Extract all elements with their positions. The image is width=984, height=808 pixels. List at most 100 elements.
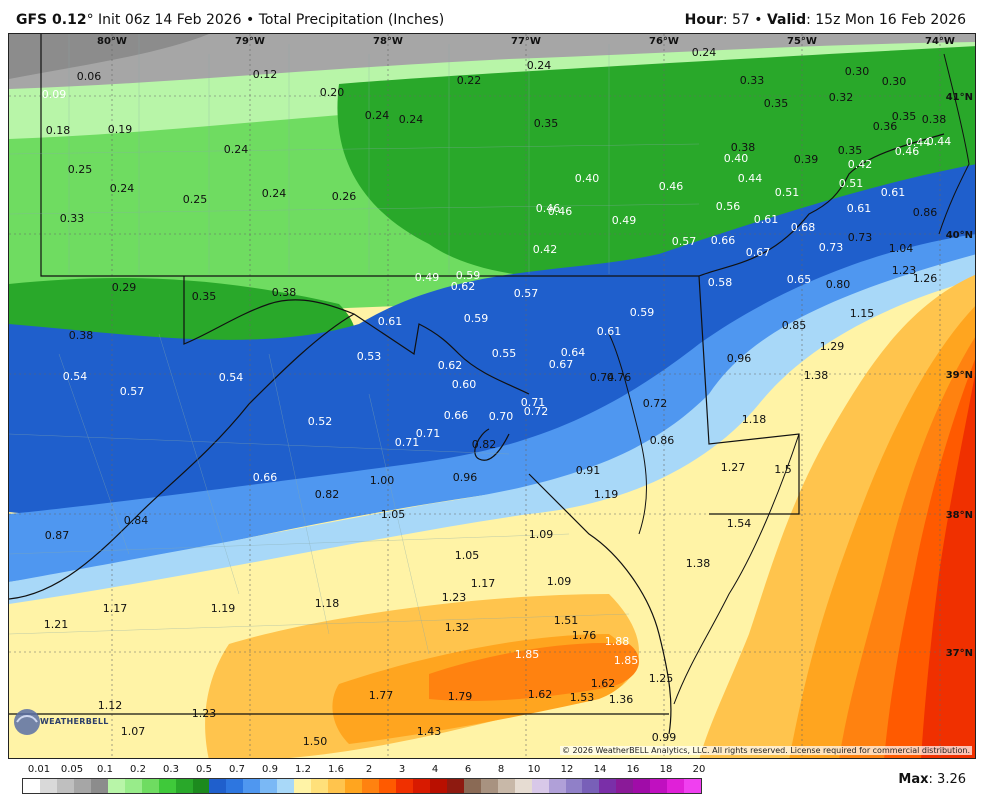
legend-tick: 0.01 (27, 764, 51, 775)
legend-swatch (514, 779, 532, 793)
legend-swatch (56, 779, 74, 793)
value-label: 1.26 (913, 272, 938, 285)
value-label: 1.32 (445, 621, 470, 634)
value-label: 0.19 (108, 123, 133, 136)
legend-tick: 0.1 (97, 764, 113, 775)
legend-swatch (23, 779, 40, 793)
lon-label: 74°W (925, 36, 955, 47)
legend-tick: 0.05 (60, 764, 84, 775)
value-label: 0.49 (612, 214, 637, 227)
value-label: 0.67 (549, 358, 574, 371)
value-label: 0.46 (536, 202, 561, 215)
value-label: 0.06 (77, 70, 102, 83)
value-label: 0.40 (724, 152, 749, 165)
value-label: 1.19 (211, 602, 236, 615)
legend-tick: 3 (398, 764, 406, 775)
model-name: GFS 0.12 (16, 12, 87, 28)
logo-globe-icon (14, 709, 40, 735)
logo-text: WEATHERBELL (40, 717, 109, 726)
shade-blue-light (9, 254, 975, 604)
value-label: 1.23 (442, 591, 467, 604)
value-label: 0.71 (521, 396, 546, 409)
value-label: 1.88 (605, 635, 630, 648)
legend-swatch (565, 779, 583, 793)
value-label: 1.09 (547, 575, 572, 588)
lat-label: 39°N (946, 370, 973, 381)
precipitation-map[interactable]: 0.06 0.09 0.12 0.20 0.22 0.24 0.24 0.33 … (8, 33, 976, 759)
value-label: 0.42 (533, 243, 558, 256)
legend-swatch (429, 779, 447, 793)
value-label: 0.29 (112, 281, 137, 294)
max-value: Max: 3.26 (898, 772, 966, 787)
lat-label: 41°N (946, 92, 973, 103)
value-label: 0.61 (378, 315, 403, 328)
legend-swatch (599, 779, 617, 793)
value-label: 1.25 (649, 672, 674, 685)
legend-swatch (684, 779, 702, 793)
value-label: 0.44 (927, 135, 952, 148)
value-label: 0.84 (124, 514, 149, 527)
value-label: 0.73 (819, 241, 844, 254)
value-label: 0.24 (262, 187, 287, 200)
value-label: 0.51 (839, 177, 864, 190)
legend-swatch (616, 779, 634, 793)
value-label: 1.04 (889, 242, 914, 255)
value-label: 0.66 (444, 409, 469, 422)
copyright-notice: © 2026 WeatherBELL Analytics, LLC. All r… (560, 746, 972, 755)
value-label: 1.17 (471, 577, 496, 590)
latitude-labels: 41°N 40°N 39°N 38°N 37°N (946, 92, 973, 659)
value-label: 0.33 (60, 212, 85, 225)
legend-swatch (548, 779, 566, 793)
value-label: 0.66 (711, 234, 736, 247)
legend-tick: 18 (659, 764, 673, 775)
hour-value: : 57 • (722, 12, 767, 28)
legend-tick: 20 (692, 764, 706, 775)
legend-swatch (446, 779, 464, 793)
value-label: 0.38 (922, 113, 947, 126)
value-label: 0.86 (913, 206, 938, 219)
legend-swatch (650, 779, 668, 793)
legend-tick: 6 (464, 764, 472, 775)
legend-swatch (209, 779, 227, 793)
legend-swatch (480, 779, 498, 793)
legend-swatch (379, 779, 396, 793)
legend-tick: 0.2 (130, 764, 146, 775)
value-label: 1.85 (614, 654, 639, 667)
value-label: 1.23 (892, 264, 917, 277)
degree-symbol: ° (86, 12, 94, 28)
value-label: 0.24 (527, 59, 552, 72)
value-label: 0.87 (45, 529, 70, 542)
lon-label: 77°W (511, 36, 541, 47)
value-label: 0.60 (452, 378, 477, 391)
value-label: 0.82 (315, 488, 340, 501)
valid-time: Hour: 57 • Valid: 15z Mon 16 Feb 2026 (685, 12, 966, 28)
value-label: 0.35 (764, 97, 789, 110)
value-label: 0.46 (895, 145, 920, 158)
value-label: 0.52 (308, 415, 333, 428)
value-label: 0.70 (489, 410, 514, 423)
legend-swatch (328, 779, 346, 793)
color-legend: 0.01 0.05 0.1 0.2 0.3 0.5 0.7 0.9 1.2 1.… (22, 764, 705, 794)
value-label: 1.77 (369, 689, 394, 702)
value-label: 0.82 (472, 438, 497, 451)
value-label: 0.99 (652, 731, 677, 744)
value-label: 0.59 (456, 269, 481, 282)
value-label: 1.38 (804, 369, 829, 382)
value-label: 0.62 (451, 280, 476, 293)
value-label: 0.61 (597, 325, 622, 338)
legend-swatch (294, 779, 312, 793)
legend-swatch (311, 779, 329, 793)
legend-color-bar (22, 778, 702, 794)
legend-tick: 16 (626, 764, 640, 775)
value-label: 0.32 (829, 91, 854, 104)
value-label: 0.62 (438, 359, 463, 372)
legend-tick: 8 (497, 764, 505, 775)
lat-label: 38°N (946, 510, 973, 521)
valid-label: Valid (766, 12, 807, 28)
max-number: : 3.26 (928, 772, 966, 787)
lon-label: 75°W (787, 36, 817, 47)
value-label: 1.09 (529, 528, 554, 541)
value-label: 0.61 (881, 186, 906, 199)
shade-red (921, 374, 975, 758)
shade-south-orange-dark (429, 643, 639, 701)
